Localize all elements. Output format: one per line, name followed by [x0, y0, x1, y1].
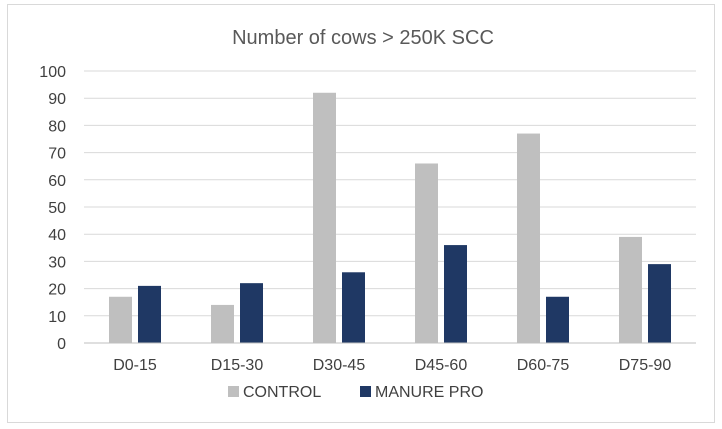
bar-manure-pro-d30-45: [342, 272, 365, 343]
x-axis: D0-15 D15-30 D30-45 D45-60 D60-75 D75-90: [84, 342, 696, 374]
legend: CONTROL MANURE PRO: [228, 384, 483, 401]
bar-manure-pro-d75-90: [648, 264, 671, 343]
chart-frame: [7, 4, 715, 423]
y-axis-ticks: 0 10 20 30 40 50 60 70 80 90 100: [39, 64, 66, 353]
bar-manure-pro-d60-75: [546, 296, 569, 343]
bar-control-d75-90: [619, 236, 642, 343]
bar-control-d45-60: [415, 163, 438, 343]
y-tick-label: 60: [48, 173, 66, 190]
y-tick-label: 20: [48, 282, 66, 299]
y-tick-label: 10: [48, 309, 66, 326]
x-tick-label: D30-45: [313, 357, 366, 374]
x-tick-label: D45-60: [415, 357, 468, 374]
x-tick-label: D75-90: [619, 357, 672, 374]
y-tick-label: 90: [48, 91, 66, 108]
y-tick-label: 50: [48, 200, 66, 217]
legend-swatch-control: [228, 386, 239, 397]
x-tick-label: D15-30: [211, 357, 264, 374]
bar-manure-pro-d45-60: [444, 245, 467, 343]
y-tick-label: 30: [48, 254, 66, 271]
chart-title: Number of cows > 250K SCC: [232, 27, 494, 49]
bar-control-d0-15: [109, 296, 132, 343]
gridlines: [84, 70, 696, 317]
y-tick-label: 100: [39, 64, 66, 81]
x-tick-label: D0-15: [113, 357, 157, 374]
bar-manure-pro-d15-30: [240, 283, 263, 343]
legend-swatch-manure-pro: [360, 386, 371, 397]
legend-label: CONTROL: [243, 384, 321, 401]
y-tick-label: 40: [48, 227, 66, 244]
bar-control-d15-30: [211, 304, 234, 343]
bars: [109, 92, 671, 343]
y-tick-label: 70: [48, 146, 66, 163]
x-tick-label: D60-75: [517, 357, 570, 374]
bar-manure-pro-d0-15: [138, 285, 161, 343]
bar-control-d60-75: [517, 133, 540, 343]
legend-label: MANURE PRO: [375, 384, 483, 401]
bar-control-d30-45: [313, 92, 336, 343]
y-tick-label: 0: [57, 336, 66, 353]
y-tick-label: 80: [48, 118, 66, 135]
